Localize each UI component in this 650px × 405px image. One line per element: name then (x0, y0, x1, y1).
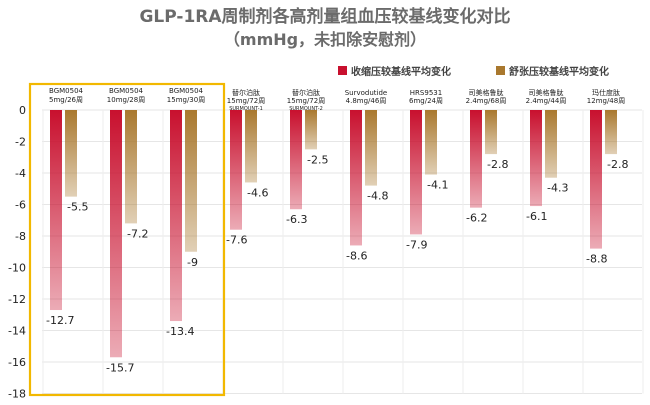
data-label: -6.3 (286, 213, 307, 226)
systolic-bar (50, 110, 62, 311)
systolic-bar (590, 110, 602, 249)
diastolic-bar (365, 110, 377, 186)
y-tick-label: -6 (15, 199, 26, 212)
data-label: -7.2 (127, 227, 148, 240)
data-label: -4.3 (547, 182, 568, 195)
data-label: -6.2 (466, 212, 487, 225)
y-tick-label: -18 (8, 388, 26, 401)
chart-title: GLP-1RA周制剂各高剂量组血压较基线变化对比 (139, 6, 510, 27)
diastolic-bar (425, 110, 437, 175)
legend-label: 舒张压较基线平均变化 (509, 65, 609, 78)
legend-swatch-diastolic (496, 66, 505, 75)
category-label: 替尔泊肽 (232, 88, 260, 97)
diastolic-bar (305, 110, 317, 150)
category-sublabel: 2.4mg/44周 (526, 97, 567, 105)
diastolic-bar (605, 110, 617, 155)
data-label: -4.1 (427, 179, 448, 192)
y-tick-label: -16 (8, 356, 26, 369)
category-sublabel: 15mg/72周 (287, 97, 325, 105)
data-label: -4.6 (247, 186, 268, 199)
category-label: BGM0504 (169, 87, 204, 95)
data-label: -8.8 (586, 253, 607, 266)
category-label: 司美格鲁肽 (529, 88, 564, 97)
data-label: -4.8 (367, 190, 388, 203)
category-sublabel: 5mg/26周 (49, 96, 83, 104)
y-tick-label: -8 (15, 230, 26, 243)
y-tick-label: -14 (8, 325, 26, 338)
category-study: SURMOUNT-1 (229, 106, 263, 112)
data-label: -7.6 (226, 234, 247, 247)
diastolic-bar (125, 110, 137, 224)
category-sublabel: 12mg/48周 (587, 97, 625, 105)
data-label: -13.4 (166, 325, 194, 338)
diastolic-bar (245, 110, 257, 183)
chart-subtitle: （mmHg，未扣除安慰剂） (224, 30, 426, 49)
diastolic-bar (545, 110, 557, 178)
category-label: HRS9531 (410, 89, 442, 97)
data-label: -5.5 (67, 201, 88, 214)
category-sublabel: 15mg/72周 (227, 97, 265, 105)
y-tick-label: -10 (8, 262, 26, 275)
legend-label: 收缩压较基线平均变化 (351, 65, 451, 78)
systolic-bar (410, 110, 422, 235)
category-label: 玛仕度肽 (592, 88, 620, 97)
category-sublabel: 15mg/30周 (167, 96, 205, 104)
data-label: -6.1 (526, 210, 547, 223)
category-label: 替尔泊肽 (292, 88, 320, 97)
data-label: -2.8 (487, 158, 508, 171)
category-study: SURMOUNT-2 (289, 106, 323, 112)
category-sublabel: 6mg/24周 (409, 97, 443, 105)
systolic-bar (230, 110, 242, 230)
data-label: -2.8 (607, 158, 628, 171)
category-sublabel: 4.8mg/46周 (346, 97, 387, 105)
category-label: BGM0504 (49, 87, 84, 95)
category-label: Survodutide (345, 89, 388, 97)
category-label: BGM0504 (109, 87, 144, 95)
systolic-bar (470, 110, 482, 208)
category-label: 司美格鲁肽 (469, 88, 504, 97)
y-tick-label: -2 (15, 136, 26, 149)
systolic-bar (170, 110, 182, 322)
systolic-bar (290, 110, 302, 210)
data-label: -8.6 (346, 249, 367, 262)
data-label: -7.9 (406, 238, 427, 251)
data-label: -2.5 (307, 153, 328, 166)
y-tick-label: -12 (8, 293, 26, 306)
data-label: -15.7 (106, 361, 134, 374)
data-label: -9 (187, 256, 198, 269)
highlight-box (28, 82, 226, 397)
data-label: -12.7 (46, 314, 74, 327)
diastolic-bar (485, 110, 497, 155)
category-sublabel: 2.4mg/68周 (466, 97, 507, 105)
systolic-bar (350, 110, 362, 246)
y-tick-label: -4 (15, 167, 26, 180)
systolic-bar (110, 110, 122, 358)
legend-swatch-systolic (338, 66, 347, 75)
diastolic-bar (185, 110, 197, 252)
diastolic-bar (65, 110, 77, 197)
systolic-bar (530, 110, 542, 207)
category-sublabel: 10mg/28周 (107, 96, 145, 104)
y-tick-label: 0 (19, 104, 26, 117)
